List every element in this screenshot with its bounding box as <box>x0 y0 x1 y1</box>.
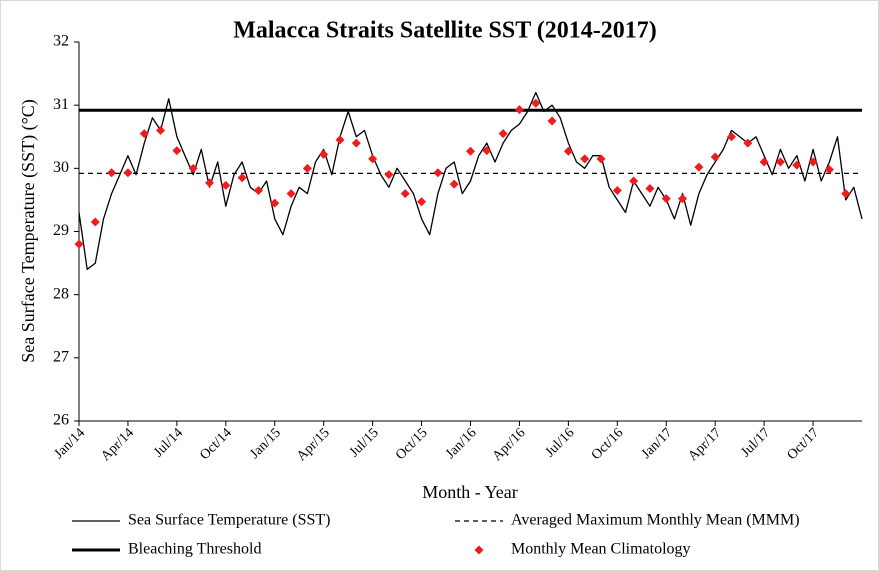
legend-label: Bleaching Threshold <box>128 541 261 558</box>
climatology-point <box>188 163 198 173</box>
climatology-point <box>661 194 671 204</box>
climatology-point <box>156 125 166 135</box>
climatology-point <box>237 173 247 183</box>
climatology-point <box>694 162 704 172</box>
climatology-point <box>433 168 443 178</box>
y-tick-label: 30 <box>53 159 69 176</box>
climatology-point <box>302 163 312 173</box>
y-tick-label: 32 <box>53 33 69 50</box>
climatology-point <box>351 138 361 148</box>
chart-title: Malacca Straits Satellite SST (2014-2017… <box>233 18 657 44</box>
climatology-point <box>710 152 720 162</box>
climatology-point <box>368 154 378 164</box>
climatology-point <box>417 197 427 207</box>
legend-label: Sea Surface Temperature (SST) <box>128 512 331 529</box>
climatology-point <box>139 129 149 139</box>
climatology-point <box>808 157 818 167</box>
climatology-point <box>612 185 622 195</box>
climatology-point <box>841 189 851 199</box>
climatology-point <box>335 135 345 145</box>
climatology-point <box>678 194 688 204</box>
climatology-point <box>123 168 133 178</box>
climatology-point <box>759 157 769 167</box>
climatology-point <box>743 138 753 148</box>
climatology-point <box>253 185 263 195</box>
legend-label: Monthly Mean Climatology <box>511 541 691 558</box>
climatology-point <box>107 168 117 178</box>
climatology-point <box>205 178 214 188</box>
climatology-point <box>482 146 492 156</box>
climatology-point <box>531 98 541 108</box>
climatology-point <box>775 157 785 167</box>
climatology-point <box>90 217 100 227</box>
climatology-point <box>400 189 410 199</box>
climatology-point <box>596 154 606 164</box>
climatology-point <box>384 170 394 180</box>
climatology-point <box>514 105 524 115</box>
y-tick-label: 29 <box>53 222 69 239</box>
climatology-point <box>824 165 834 175</box>
climatology-point <box>172 146 182 156</box>
x-axis-label: Month - Year <box>422 482 518 502</box>
climatology-point <box>449 179 459 189</box>
climatology-point <box>221 180 231 190</box>
y-axis-label: Sea Surface Temperature (SST) (°C) <box>18 99 39 363</box>
climatology-point <box>547 116 557 126</box>
legend-key <box>474 545 484 555</box>
climatology-point <box>563 146 573 156</box>
climatology-point <box>727 132 736 142</box>
y-tick-label: 26 <box>53 412 69 429</box>
climatology-point <box>286 189 296 199</box>
climatology-point <box>270 198 280 208</box>
climatology-point <box>498 129 508 139</box>
climatology-point <box>645 184 655 194</box>
climatology-point <box>319 149 329 159</box>
y-tick-label: 28 <box>53 285 69 302</box>
y-tick-label: 27 <box>53 349 69 366</box>
y-tick-label: 31 <box>53 96 69 113</box>
legend-label: Averaged Maximum Monthly Mean (MMM) <box>511 512 800 529</box>
climatology-point <box>74 239 84 249</box>
climatology-point <box>466 146 475 156</box>
climatology-point <box>629 176 639 186</box>
climatology-point <box>580 154 590 164</box>
climatology-point <box>792 160 802 170</box>
